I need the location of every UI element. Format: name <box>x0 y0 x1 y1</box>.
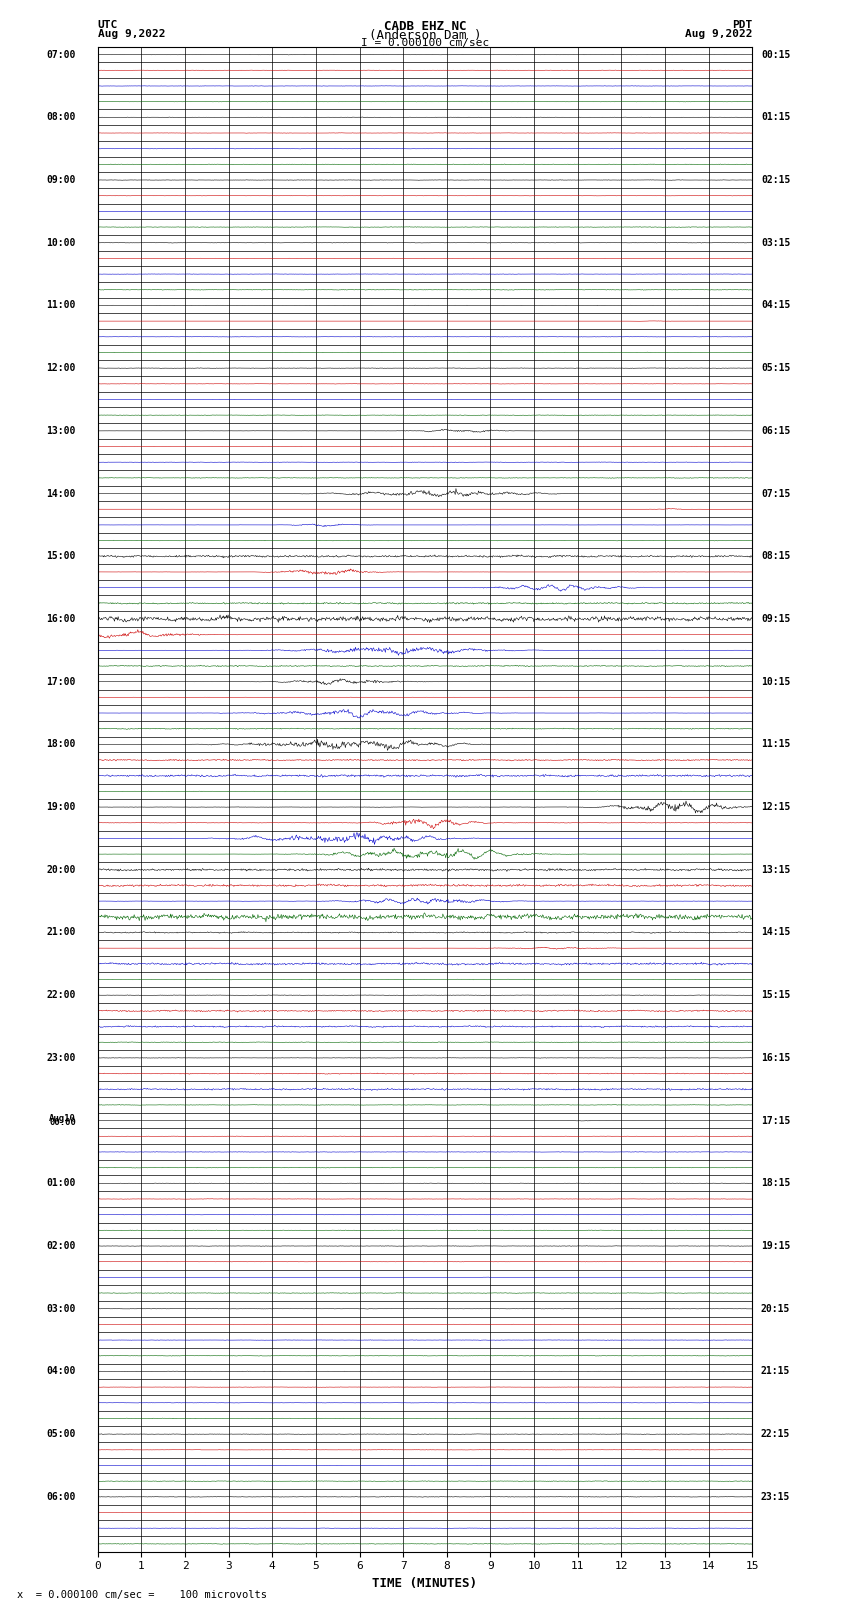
Text: 10:15: 10:15 <box>761 677 790 687</box>
Text: 13:15: 13:15 <box>761 865 790 874</box>
Text: 23:15: 23:15 <box>761 1492 790 1502</box>
Text: 00:00: 00:00 <box>49 1118 76 1127</box>
Text: 11:00: 11:00 <box>47 300 76 310</box>
Text: Aug 9,2022: Aug 9,2022 <box>98 29 165 39</box>
Text: 13:00: 13:00 <box>47 426 76 436</box>
Text: 08:00: 08:00 <box>47 113 76 123</box>
Text: 03:15: 03:15 <box>761 237 790 248</box>
Text: 01:00: 01:00 <box>47 1179 76 1189</box>
Text: 20:15: 20:15 <box>761 1303 790 1313</box>
Text: 06:00: 06:00 <box>47 1492 76 1502</box>
Text: 08:15: 08:15 <box>761 552 790 561</box>
Text: 12:15: 12:15 <box>761 802 790 811</box>
Text: 11:15: 11:15 <box>761 739 790 750</box>
Text: 14:15: 14:15 <box>761 927 790 937</box>
Text: 21:15: 21:15 <box>761 1366 790 1376</box>
Text: 18:00: 18:00 <box>47 739 76 750</box>
Text: 00:15: 00:15 <box>761 50 790 60</box>
Text: x  = 0.000100 cm/sec =    100 microvolts: x = 0.000100 cm/sec = 100 microvolts <box>17 1590 267 1600</box>
Text: 09:15: 09:15 <box>761 615 790 624</box>
Text: 19:15: 19:15 <box>761 1240 790 1252</box>
X-axis label: TIME (MINUTES): TIME (MINUTES) <box>372 1578 478 1590</box>
Text: CADB EHZ NC: CADB EHZ NC <box>383 19 467 34</box>
Text: 03:00: 03:00 <box>47 1303 76 1313</box>
Text: 12:00: 12:00 <box>47 363 76 373</box>
Text: 22:15: 22:15 <box>761 1429 790 1439</box>
Text: 16:15: 16:15 <box>761 1053 790 1063</box>
Text: 18:15: 18:15 <box>761 1179 790 1189</box>
Text: 14:00: 14:00 <box>47 489 76 498</box>
Text: I = 0.000100 cm/sec: I = 0.000100 cm/sec <box>361 37 489 48</box>
Text: 15:00: 15:00 <box>47 552 76 561</box>
Text: Aug 9,2022: Aug 9,2022 <box>685 29 752 39</box>
Text: 04:00: 04:00 <box>47 1366 76 1376</box>
Text: 07:15: 07:15 <box>761 489 790 498</box>
Text: (Anderson Dam ): (Anderson Dam ) <box>369 29 481 42</box>
Text: 22:00: 22:00 <box>47 990 76 1000</box>
Text: UTC: UTC <box>98 19 118 31</box>
Text: 19:00: 19:00 <box>47 802 76 811</box>
Text: 16:00: 16:00 <box>47 615 76 624</box>
Text: 23:00: 23:00 <box>47 1053 76 1063</box>
Text: PDT: PDT <box>732 19 752 31</box>
Text: 17:00: 17:00 <box>47 677 76 687</box>
Text: 02:00: 02:00 <box>47 1240 76 1252</box>
Text: 04:15: 04:15 <box>761 300 790 310</box>
Text: 06:15: 06:15 <box>761 426 790 436</box>
Text: 07:00: 07:00 <box>47 50 76 60</box>
Text: 02:15: 02:15 <box>761 176 790 185</box>
Text: 05:00: 05:00 <box>47 1429 76 1439</box>
Text: 15:15: 15:15 <box>761 990 790 1000</box>
Text: 21:00: 21:00 <box>47 927 76 937</box>
Text: 05:15: 05:15 <box>761 363 790 373</box>
Text: 10:00: 10:00 <box>47 237 76 248</box>
Text: 09:00: 09:00 <box>47 176 76 185</box>
Text: 17:15: 17:15 <box>761 1116 790 1126</box>
Text: 20:00: 20:00 <box>47 865 76 874</box>
Text: Aug10: Aug10 <box>49 1113 76 1123</box>
Text: 01:15: 01:15 <box>761 113 790 123</box>
